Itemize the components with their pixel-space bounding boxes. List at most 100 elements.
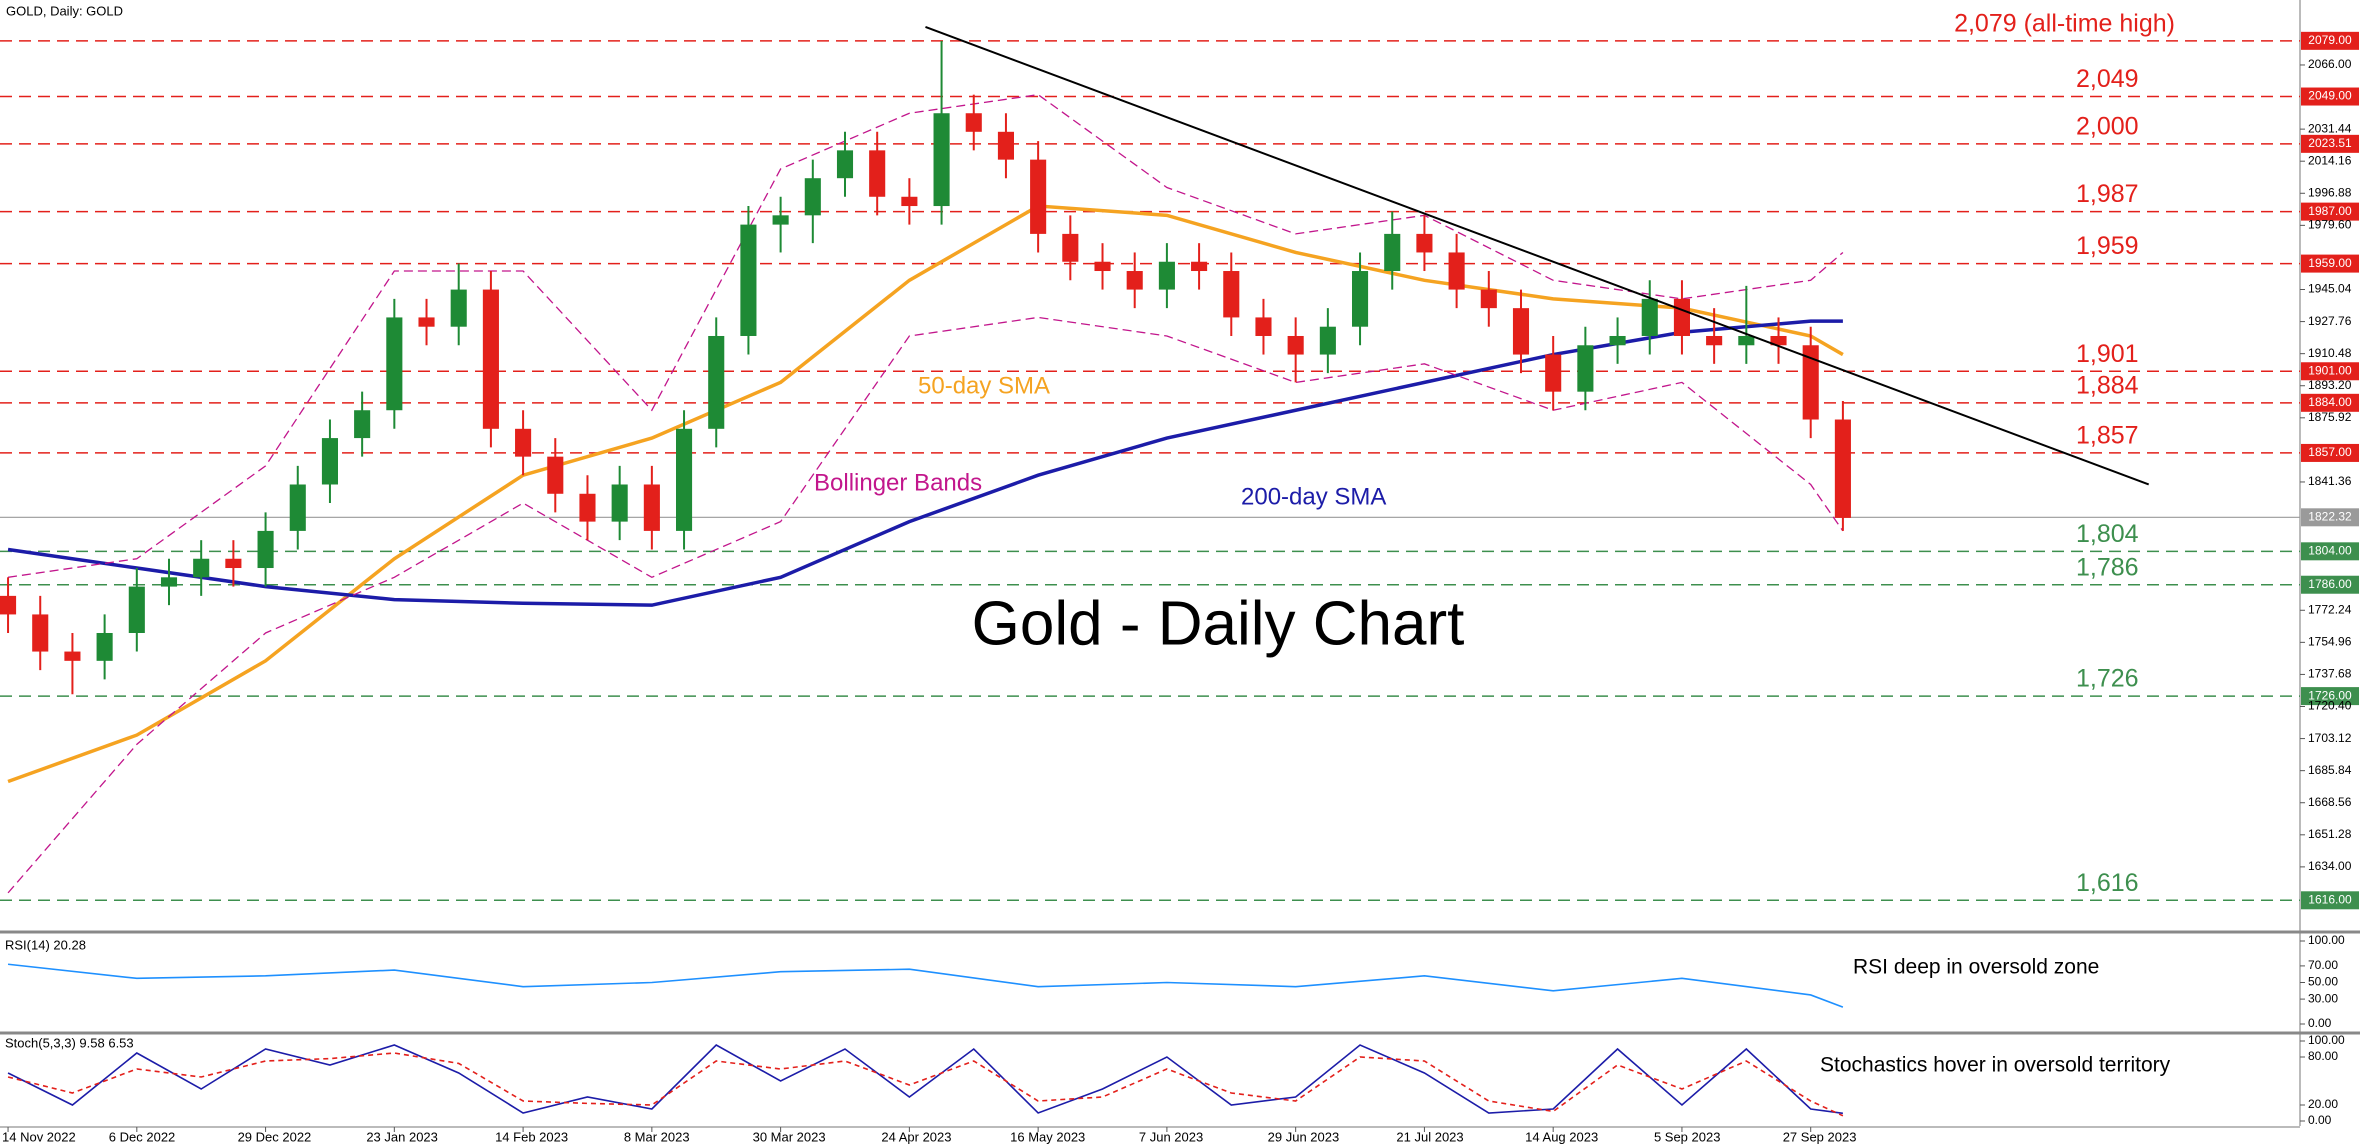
y-tick-label: 1685.84 (2308, 763, 2352, 777)
annotation: 50-day SMA (918, 372, 1050, 399)
level-box (2301, 891, 2359, 910)
level-note: 1,616 (2076, 869, 2139, 897)
level-box-label: 1726.00 (2308, 688, 2352, 702)
y-tick-label: 2066.00 (2308, 57, 2352, 71)
candle-body (1609, 335, 1626, 346)
candle-body (1770, 335, 1787, 346)
x-tick-label: 16 May 2023 (1010, 1129, 1085, 1144)
candle-body (708, 335, 725, 429)
candle-body (1319, 326, 1336, 355)
level-note: 1,804 (2076, 520, 2139, 548)
level-box (2301, 254, 2359, 273)
candle-body (1416, 233, 1433, 253)
candle-body (1802, 345, 1819, 420)
candle-body (160, 577, 178, 587)
candle-body (450, 289, 467, 327)
level-box-label: 2049.00 (2308, 89, 2352, 103)
candle-body (128, 586, 145, 633)
y-tick-label: 1893.20 (2308, 378, 2352, 392)
y-tick-label: 1651.28 (2308, 827, 2352, 841)
candle-body (1384, 233, 1401, 272)
header: GOLD, Daily: GOLD (6, 3, 123, 18)
candle-body (225, 558, 242, 569)
x-tick-label: 29 Jun 2023 (1268, 1129, 1340, 1144)
y-tick-label: 20.00 (2308, 1097, 2338, 1111)
candle-body (1094, 261, 1111, 272)
candle-body (1030, 159, 1047, 234)
candle-body (193, 558, 210, 578)
overlay-line (7, 316, 1844, 894)
x-tick-label: 21 Jul 2023 (1396, 1129, 1463, 1144)
candle-body (1255, 317, 1272, 336)
y-tick-label: 1754.96 (2308, 635, 2352, 649)
y-tick-label: 2031.44 (2308, 121, 2352, 135)
candle-body (418, 317, 435, 327)
x-tick-label: 29 Dec 2022 (238, 1129, 312, 1144)
y-tick-label: 1945.04 (2308, 282, 2352, 296)
x-tick-label: 27 Sep 2023 (1783, 1129, 1857, 1144)
y-tick-label: 1996.88 (2308, 185, 2352, 199)
annotation: 200-day SMA (1241, 483, 1386, 510)
candle-body (64, 651, 81, 661)
candle-body (1158, 261, 1175, 290)
level-note: 1,726 (2076, 665, 2139, 693)
level-box (2301, 393, 2359, 412)
candle-body (740, 224, 757, 336)
level-note: 1,987 (2076, 180, 2139, 208)
candle-body (0, 595, 17, 615)
y-tick-label: 1720.40 (2308, 699, 2352, 713)
candle-body (257, 530, 274, 569)
x-tick-label: 14 Aug 2023 (1525, 1129, 1598, 1144)
chart-title: Gold - Daily Chart (972, 589, 1465, 658)
level-note: 1,786 (2076, 553, 2139, 581)
level-note: 2,000 (2076, 112, 2139, 140)
x-tick-label: 23 Jan 2023 (366, 1129, 438, 1144)
y-tick-label: 80.00 (2308, 1049, 2338, 1063)
y-tick-label: 100.00 (2308, 1033, 2345, 1047)
candle-body (772, 215, 789, 225)
candle-body (1512, 308, 1530, 355)
y-tick-label: 0.00 (2308, 1113, 2332, 1127)
y-tick-label: 1737.68 (2308, 667, 2352, 681)
indicator-line (7, 963, 1844, 1008)
y-tick-label: 1668.56 (2308, 795, 2352, 809)
level-note: 2,049 (2076, 65, 2139, 93)
candle-body (1834, 419, 1851, 518)
x-tick-label: 14 Nov 2022 (2, 1129, 76, 1144)
candle-body (96, 632, 113, 661)
candle-body (1448, 252, 1465, 290)
plot-layer: 2079.00 2,079 (all-time high) 2049.00 2,049… (0, 9, 2359, 1144)
y-tick-label: 50.00 (2308, 975, 2338, 989)
level-box-label: 1884.00 (2308, 395, 2352, 409)
candle-body (386, 317, 403, 411)
level-note: 1,884 (2076, 371, 2139, 399)
level-box-label: 1987.00 (2308, 204, 2352, 218)
level-box (2301, 87, 2359, 106)
plot-area (0, 25, 2300, 902)
x-tick-label: 30 Mar 2023 (753, 1129, 826, 1144)
candle-body (1126, 271, 1143, 290)
level-box (2301, 202, 2359, 221)
level-box (2301, 575, 2359, 594)
level-box-label: 2023.51 (2308, 136, 2352, 150)
candle-body (354, 410, 371, 439)
y-tick-label: 0.00 (2308, 1016, 2332, 1030)
level-box (2301, 31, 2359, 50)
level-box-label: 1959.00 (2308, 256, 2352, 270)
y-tick-label: 1634.00 (2308, 859, 2352, 873)
candle-body (997, 131, 1014, 160)
candle-body (675, 428, 693, 531)
level-box-label: 1901.00 (2308, 363, 2352, 377)
candle-body (321, 438, 338, 485)
candle-body (1641, 298, 1658, 336)
level-box (2301, 687, 2359, 706)
candle-body (579, 493, 596, 522)
x-tick-label: 24 Apr 2023 (881, 1129, 951, 1144)
panel-title: Stoch(5,3,3) 9.58 6.53 (5, 1035, 134, 1050)
candle-body (1706, 335, 1723, 346)
x-tick-label: 14 Feb 2023 (495, 1129, 568, 1144)
candle-body (933, 113, 950, 207)
